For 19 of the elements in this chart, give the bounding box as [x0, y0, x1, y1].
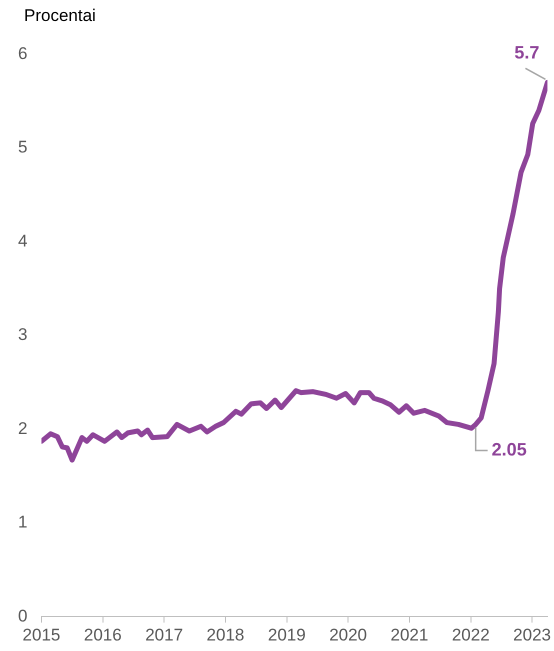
y-tick-label: 4 — [18, 231, 28, 250]
x-tick-label: 2015 — [22, 625, 60, 644]
x-tick-label: 2022 — [452, 625, 490, 644]
x-tick-label: 2021 — [390, 625, 428, 644]
y-axis-title: Procentai — [23, 5, 97, 27]
annotation: 5.7 — [514, 42, 540, 62]
x-tick-label: 2017 — [145, 625, 184, 644]
y-tick-label: 0 — [18, 606, 28, 626]
x-tick-label: 2019 — [268, 625, 306, 644]
y-tick-label: 2 — [18, 418, 28, 438]
x-tick-label: 2020 — [329, 625, 368, 644]
y-tick-label: 6 — [18, 44, 28, 63]
y-tick-label: 1 — [18, 512, 28, 532]
annotation: 2.05 — [492, 439, 527, 460]
x-tick-label: 2016 — [84, 625, 122, 644]
y-tick-label: 5 — [18, 138, 28, 157]
x-tick-label: 2018 — [206, 625, 244, 644]
y-tick-label: 3 — [18, 325, 28, 344]
x-tick-label: 2023 — [513, 625, 552, 644]
